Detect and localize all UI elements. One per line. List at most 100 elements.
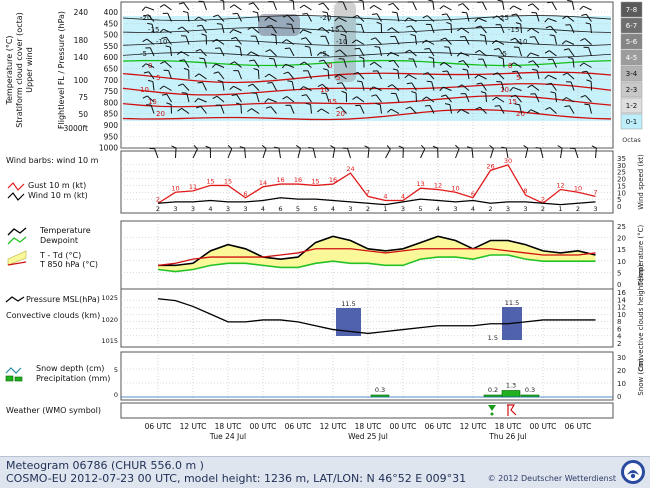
wind-right-tick: 0 (617, 203, 621, 211)
hpa-tick-label: 450 (104, 19, 119, 28)
wind-data-label: 2 (366, 205, 370, 213)
octas-label: 5-6 (626, 38, 638, 46)
temperature-right-tick: 25 (617, 223, 626, 231)
upper-wind-barb-feather (425, 105, 430, 106)
gust-data-label: 15 (311, 177, 319, 185)
isotherm-label: 20 (156, 110, 165, 118)
precip-bar (502, 391, 520, 398)
wind-data-label: 4 (331, 205, 335, 213)
isotherm-label: -10 (156, 38, 167, 46)
wind-data-label: 4 (208, 205, 212, 213)
meteogram-chart: 4004505005506006507007508008509009501000… (0, 0, 650, 456)
upper-wind-barb-feather (512, 71, 517, 72)
upper-wind-barb-feather (477, 2, 482, 3)
t850-legend-label: T 850 hPa (°C) (39, 260, 98, 269)
gust-data-label: 10 (171, 184, 179, 192)
octas-label: 1-2 (626, 102, 637, 110)
time-tick-label: 12 UTC (460, 422, 487, 431)
hpa-tick-label: 600 (104, 53, 119, 62)
hpa-tick-label: 650 (104, 65, 119, 74)
fl-tick-label: 50 (78, 110, 88, 119)
gust-data-label: 16 (294, 176, 302, 184)
upper-wind-barb-feather (460, 36, 465, 37)
snow-right-tick: 10 (617, 380, 626, 388)
fl-tick-label: 3000ft (63, 124, 88, 133)
footer-copyright: © 2012 Deutscher Wetterdienst (488, 474, 616, 483)
time-tick-label: 18 UTC (215, 422, 242, 431)
wind-data-label: 6 (278, 205, 282, 213)
wind-data-label: 3 (348, 205, 352, 213)
wind-data-label: 5 (313, 205, 317, 213)
upper-wind-barb-feather (547, 2, 552, 3)
octas-title: Octas (622, 136, 641, 144)
precip-data-label: 0.3 (525, 386, 535, 394)
time-tick-label: 06 UTC (425, 422, 452, 431)
gust-data-label: 30 (504, 157, 512, 165)
upper-wind-barb-feather (302, 14, 307, 15)
convective-legend-label: Convective clouds (km) (6, 311, 100, 320)
snow-right-tick: 0 (617, 393, 621, 401)
isotherm-label: -5 (140, 50, 147, 58)
hpa-tick-label: 750 (104, 87, 119, 96)
fl-tick-label: 75 (78, 93, 88, 102)
isotherm-label: 0 (328, 62, 332, 70)
day-label: Tue 24 Jul (209, 432, 246, 441)
gust-legend-label: Gust 10 m (kt) (28, 181, 86, 190)
wind-data-label: 3 (173, 205, 177, 213)
hpa-tick-label: 900 (104, 121, 119, 130)
wind-right-label: Wind speed (kt) (637, 154, 645, 210)
hpa-tick-label: 400 (104, 8, 119, 17)
snow-legend-label: Snow depth (cm) (36, 364, 104, 373)
gust-data-label: 8 (523, 187, 527, 195)
fl-tick-label: 140 (74, 53, 89, 62)
isotherm-label: -15 (328, 26, 339, 34)
time-tick-label: 06 UTC (565, 422, 592, 431)
wind-data-label: 3 (453, 205, 457, 213)
wind-data-label: 3 (226, 205, 230, 213)
upper-air-ylabel: Temperature (°C) (5, 35, 14, 105)
gust-data-label: 7 (366, 188, 370, 196)
gust-data-label: 6 (243, 190, 247, 198)
precip-legend-icon-2 (15, 377, 22, 381)
upper-wind-barb-feather (199, 58, 204, 59)
upper-wind-barb-feather (285, 48, 290, 49)
upper-wind-barb-feather (427, 81, 432, 82)
spread-legend-label: T - Td (°C) (39, 251, 81, 260)
temperature-right-tick: 10 (617, 258, 626, 266)
upper-wind-barb (241, 105, 242, 114)
gust-data-label: 2 (541, 195, 545, 203)
upper-wind-barb-feather (495, 106, 500, 107)
gust-data-label: 4 (383, 193, 387, 201)
wind-data-label: 5 (296, 205, 300, 213)
time-tick-label: 00 UTC (390, 422, 417, 431)
upper-air-ylabel-right: Flightlevel FL / Pressure (hPa) (57, 11, 66, 129)
upper-wind-barb-feather (444, 47, 449, 48)
pressure-left-tick: 1025 (101, 294, 118, 302)
upper-wind-barb-feather (584, 104, 589, 105)
gust-data-label: 10 (451, 184, 459, 192)
temperature-legend-label: Temperature (39, 226, 91, 235)
isotherm-label: 20 (516, 110, 525, 118)
upper-wind-barb-feather (182, 93, 187, 94)
hpa-tick-label: 700 (104, 76, 119, 85)
octas-label: 4-5 (626, 54, 637, 62)
wind-data-label: 2 (488, 205, 492, 213)
shower-dot-icon (491, 413, 494, 416)
isotherm-label: 5 (156, 74, 160, 82)
isotherm-label: 25 (500, 14, 509, 22)
wind-data-label: 3 (523, 205, 527, 213)
octas-label: 0-1 (626, 118, 637, 126)
octas-label: 3-4 (626, 70, 638, 78)
gust-data-label: 12 (556, 182, 564, 190)
fl-tick-label: 180 (74, 36, 89, 45)
time-tick-label: 12 UTC (180, 422, 207, 431)
time-tick-label: 00 UTC (530, 422, 557, 431)
upper-air-ylabel: Stratiform cloud cover (octa) (15, 12, 24, 128)
temperature-right-tick: 20 (617, 235, 626, 243)
day-label: Wed 25 Jul (348, 432, 388, 441)
hpa-tick-label: 800 (104, 98, 119, 107)
upper-wind-barb (293, 1, 294, 10)
weather-title: Weather (WMO symbol) (6, 406, 101, 415)
upper-wind-barb-feather (217, 24, 222, 25)
